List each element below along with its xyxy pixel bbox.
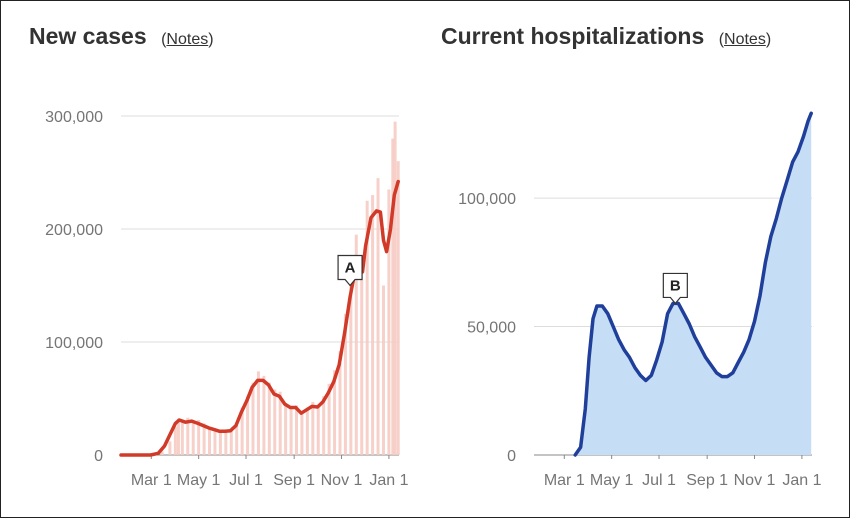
hospitalizations-title-row: Current hospitalizations (Notes) [441,23,771,50]
daily-case-bar [396,161,400,455]
daily-case-bar [371,195,375,455]
new-cases-notes-link[interactable]: Notes [166,31,209,48]
y-tick-label: 0 [94,448,103,465]
annotation-marker-b: B [662,272,688,305]
daily-case-bar [294,405,298,455]
hospitalizations-chart: 0 50,000 100,000 Mar 1 May 1 Jul 1 Sep 1 Nov 1 J… [458,111,822,489]
daily-case-bar [300,412,304,455]
hospitalization-line [573,111,813,457]
daily-case-bar [267,382,271,455]
annotation-callout [662,272,688,305]
daily-case-bar [381,285,385,455]
daily-case-bar [208,427,212,455]
hospitalizations-title: Current hospitalizations [441,23,705,49]
daily-case-bar [197,419,201,455]
annotation-label: A [345,260,356,277]
hospitalization-area [575,113,812,456]
daily-case-bar [393,121,397,456]
daily-case-bar [343,313,347,455]
daily-case-bar [365,200,369,455]
daily-case-bar [316,405,320,455]
daily-case-bar [218,430,222,455]
y-tick-label: 100,000 [458,191,516,208]
x-tick-label: Mar 1 [544,472,585,489]
daily-case-bar [311,401,315,455]
daily-case-bar [354,234,358,455]
daily-case-bar [278,391,282,455]
new-cases-title: New cases [29,23,147,49]
daily-case-bar [176,418,180,455]
x-tick-label: May 1 [590,472,634,489]
x-tick-label: Mar 1 [131,472,172,489]
hospitalizations-panel: Current hospitalizations (Notes) 0 50,000… [421,1,849,517]
daily-case-bar [273,389,277,455]
daily-case-bar [229,429,233,455]
daily-case-bar [240,407,244,455]
y-tick-label: 50,000 [467,320,516,337]
annotation-label: B [670,277,681,294]
y-tick-label: 0 [507,448,516,465]
daily-case-bar [160,451,164,455]
daily-case-bar [349,262,353,455]
x-tick-label: Jan 1 [369,472,408,489]
daily-case-bar [322,396,326,455]
daily-case-bar [256,371,260,455]
daily-case-bar [246,396,250,455]
y-tick-label: 200,000 [45,222,103,239]
daily-case-bar [376,178,380,455]
new-cases-chart: 0 100,000 200,000 300,000 Mar 1 May 1 Jul 1 Sep… [45,109,408,489]
daily-case-bar [224,431,228,455]
hospitalizations-notes-link[interactable]: Notes [724,31,766,48]
daily-case-bar [387,189,391,455]
daily-case-bar [327,383,331,455]
x-tick-label: Jul 1 [642,472,676,489]
daily-case-bar [338,351,342,455]
y-tick-label: 300,000 [45,109,103,126]
x-tick-label: Jan 1 [782,472,821,489]
new-cases-title-row: New cases (Notes) [29,23,214,50]
daily-case-bar [191,421,195,455]
x-tick-label: Nov 1 [321,472,363,489]
daily-case-bar [186,417,190,455]
annotation-marker-a: A [337,254,363,287]
new-cases-notes: (Notes) [161,31,214,48]
daily-case-bar [168,441,172,455]
daily-case-bar [202,423,206,455]
x-tick-label: May 1 [177,472,221,489]
daily-case-bar [173,426,177,455]
daily-case-bar [213,430,217,455]
daily-case-bar [284,404,288,455]
annotation-callout [337,254,363,287]
daily-case-bar [360,279,364,455]
x-tick-label: Nov 1 [734,472,776,489]
x-tick-label: Jul 1 [229,472,263,489]
daily-case-bar [251,382,255,455]
daily-case-bar [235,423,239,455]
hospitalizations-notes: (Notes) [718,31,772,48]
daily-case-bar [391,138,395,455]
daily-case-bar [333,370,337,455]
seven-day-average-line [119,179,400,457]
daily-case-bar [305,407,309,455]
daily-case-bar [262,375,266,455]
x-tick-label: Sep 1 [273,472,315,489]
new-cases-panel: New cases (Notes) 0 100,000 200,000 300,000… [1,1,421,517]
daily-case-bar [289,407,293,455]
x-tick-label: Sep 1 [686,472,728,489]
daily-case-bar [180,419,184,455]
y-tick-label: 100,000 [45,335,103,352]
